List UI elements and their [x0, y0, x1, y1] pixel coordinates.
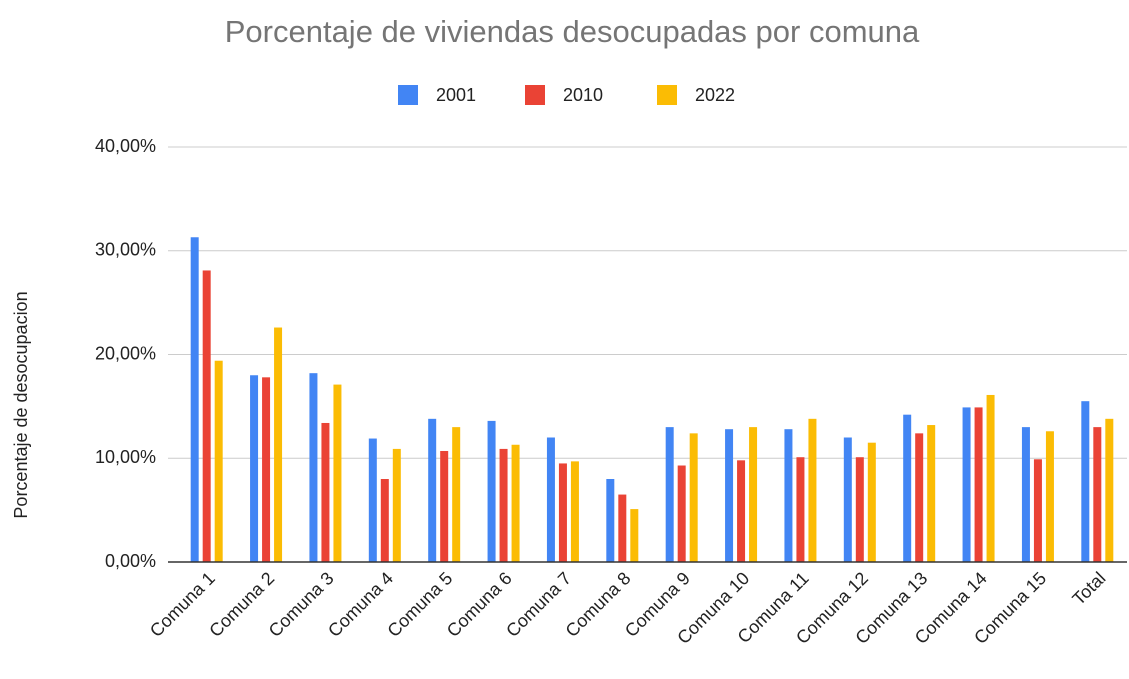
- y-tick-label: 0,00%: [105, 551, 156, 571]
- bar: [903, 414, 912, 562]
- bar: [1093, 427, 1102, 562]
- y-tick-label: 40,00%: [95, 136, 156, 156]
- bar: [737, 460, 746, 562]
- bar: [725, 429, 734, 562]
- bar: [749, 427, 758, 562]
- y-tick-label: 30,00%: [95, 240, 156, 260]
- bar: [796, 457, 805, 562]
- legend-label: 2010: [563, 85, 603, 105]
- bar: [606, 479, 615, 562]
- bar: [333, 384, 342, 562]
- bar: [927, 425, 936, 562]
- bar: [452, 427, 461, 562]
- bar: [487, 420, 496, 562]
- bar: [974, 407, 983, 562]
- bar: [855, 457, 864, 562]
- bar: [309, 373, 318, 562]
- bar: [1081, 401, 1090, 562]
- bar: [380, 479, 389, 562]
- bar: [665, 427, 674, 562]
- bar: [784, 429, 793, 562]
- bar: [428, 418, 437, 562]
- legend-swatch: [657, 85, 677, 105]
- bar: [867, 442, 876, 562]
- bar: [677, 465, 686, 562]
- bar: [1105, 418, 1114, 562]
- bar: [1045, 431, 1054, 562]
- bar: [368, 438, 377, 562]
- bar: [808, 418, 817, 562]
- legend-swatch: [525, 85, 545, 105]
- x-tick-label: Total: [1068, 568, 1109, 609]
- bar: [570, 461, 579, 562]
- chart-title: Porcentaje de viviendas desocupadas por …: [225, 14, 920, 49]
- bar: [274, 327, 283, 562]
- bar: [499, 448, 508, 562]
- bar: [262, 377, 271, 562]
- bar: [202, 270, 211, 562]
- bar: [511, 444, 520, 562]
- y-tick-label: 20,00%: [95, 343, 156, 363]
- bar: [250, 375, 259, 562]
- bar: [392, 448, 401, 562]
- bar: [1033, 459, 1042, 562]
- bar: [689, 433, 698, 562]
- y-axis-title: Porcentaje de desocupacion: [11, 291, 31, 518]
- bar: [190, 237, 199, 562]
- bar: [546, 437, 555, 562]
- legend-label: 2022: [695, 85, 735, 105]
- bar: [618, 494, 627, 562]
- bar: [1021, 427, 1030, 562]
- legend-label: 2001: [436, 85, 476, 105]
- y-tick-label: 10,00%: [95, 447, 156, 467]
- bar: [843, 437, 852, 562]
- bar: [321, 422, 330, 562]
- bar: [986, 394, 995, 562]
- bar: [962, 407, 971, 562]
- bar: [558, 463, 567, 562]
- bar: [440, 450, 449, 562]
- legend-swatch: [398, 85, 418, 105]
- bar: [630, 509, 639, 562]
- bar: [214, 360, 223, 562]
- bar: [915, 433, 924, 562]
